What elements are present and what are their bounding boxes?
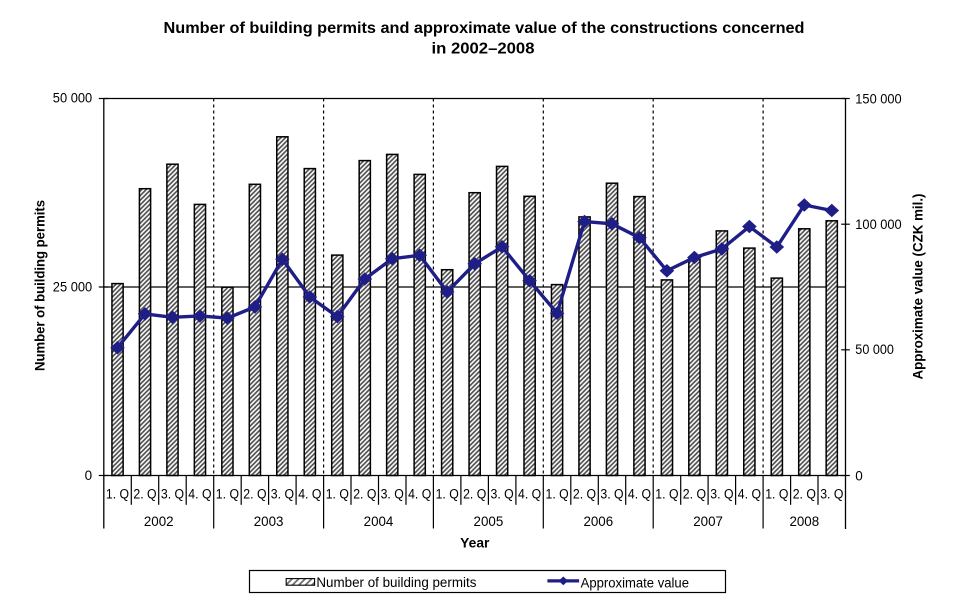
- svg-text:2. Q: 2. Q: [573, 486, 596, 501]
- svg-text:2006: 2006: [583, 513, 613, 529]
- svg-text:2003: 2003: [254, 513, 284, 529]
- svg-text:1. Q: 1. Q: [765, 486, 788, 501]
- svg-text:25 000: 25 000: [53, 280, 92, 295]
- svg-text:100 000: 100 000: [855, 217, 901, 232]
- svg-text:1. Q: 1. Q: [546, 486, 569, 501]
- svg-text:2007: 2007: [693, 513, 723, 529]
- svg-text:Number of building permits: Number of building permits: [316, 575, 476, 590]
- svg-text:4. Q: 4. Q: [738, 486, 761, 501]
- svg-text:4. Q: 4. Q: [518, 486, 541, 501]
- svg-text:3. Q: 3. Q: [381, 486, 404, 501]
- svg-text:2. Q: 2. Q: [683, 486, 706, 501]
- svg-text:50 000: 50 000: [53, 91, 92, 106]
- svg-text:Number of building permits and: Number of building permits and approxima…: [164, 20, 805, 37]
- svg-text:2. Q: 2. Q: [463, 486, 486, 501]
- svg-text:1. Q: 1. Q: [106, 486, 129, 501]
- svg-text:150 000: 150 000: [855, 91, 901, 106]
- svg-text:2005: 2005: [474, 513, 504, 529]
- svg-text:Number of building permits: Number of building permits: [31, 200, 47, 371]
- svg-text:1. Q: 1. Q: [326, 486, 349, 501]
- svg-text:3. Q: 3. Q: [600, 486, 623, 501]
- svg-text:2004: 2004: [364, 513, 394, 529]
- svg-text:4. Q: 4. Q: [628, 486, 651, 501]
- svg-text:4. Q: 4. Q: [188, 486, 211, 501]
- svg-text:1. Q: 1. Q: [216, 486, 239, 501]
- svg-text:3. Q: 3. Q: [710, 486, 733, 501]
- svg-text:0: 0: [855, 468, 863, 483]
- svg-text:4. Q: 4. Q: [298, 486, 321, 501]
- svg-text:Approximate value (CZK mil.): Approximate value (CZK mil.): [909, 194, 925, 380]
- svg-text:2002: 2002: [144, 513, 174, 529]
- svg-text:3. Q: 3. Q: [161, 486, 184, 501]
- svg-text:3. Q: 3. Q: [820, 486, 843, 501]
- svg-text:4. Q: 4. Q: [408, 486, 431, 501]
- svg-text:2008: 2008: [789, 513, 819, 529]
- svg-text:1. Q: 1. Q: [436, 486, 459, 501]
- svg-text:in 2002–2008: in 2002–2008: [432, 41, 535, 58]
- svg-text:Approximate value: Approximate value: [581, 576, 689, 591]
- svg-text:Year: Year: [460, 536, 490, 551]
- svg-text:2. Q: 2. Q: [793, 486, 816, 501]
- svg-text:3. Q: 3. Q: [271, 486, 294, 501]
- svg-text:50 000: 50 000: [855, 342, 894, 357]
- svg-text:2. Q: 2. Q: [133, 486, 156, 501]
- svg-text:2. Q: 2. Q: [243, 486, 266, 501]
- svg-text:2. Q: 2. Q: [353, 486, 376, 501]
- svg-text:0: 0: [85, 468, 93, 483]
- svg-text:3. Q: 3. Q: [491, 486, 514, 501]
- svg-text:1. Q: 1. Q: [655, 486, 678, 501]
